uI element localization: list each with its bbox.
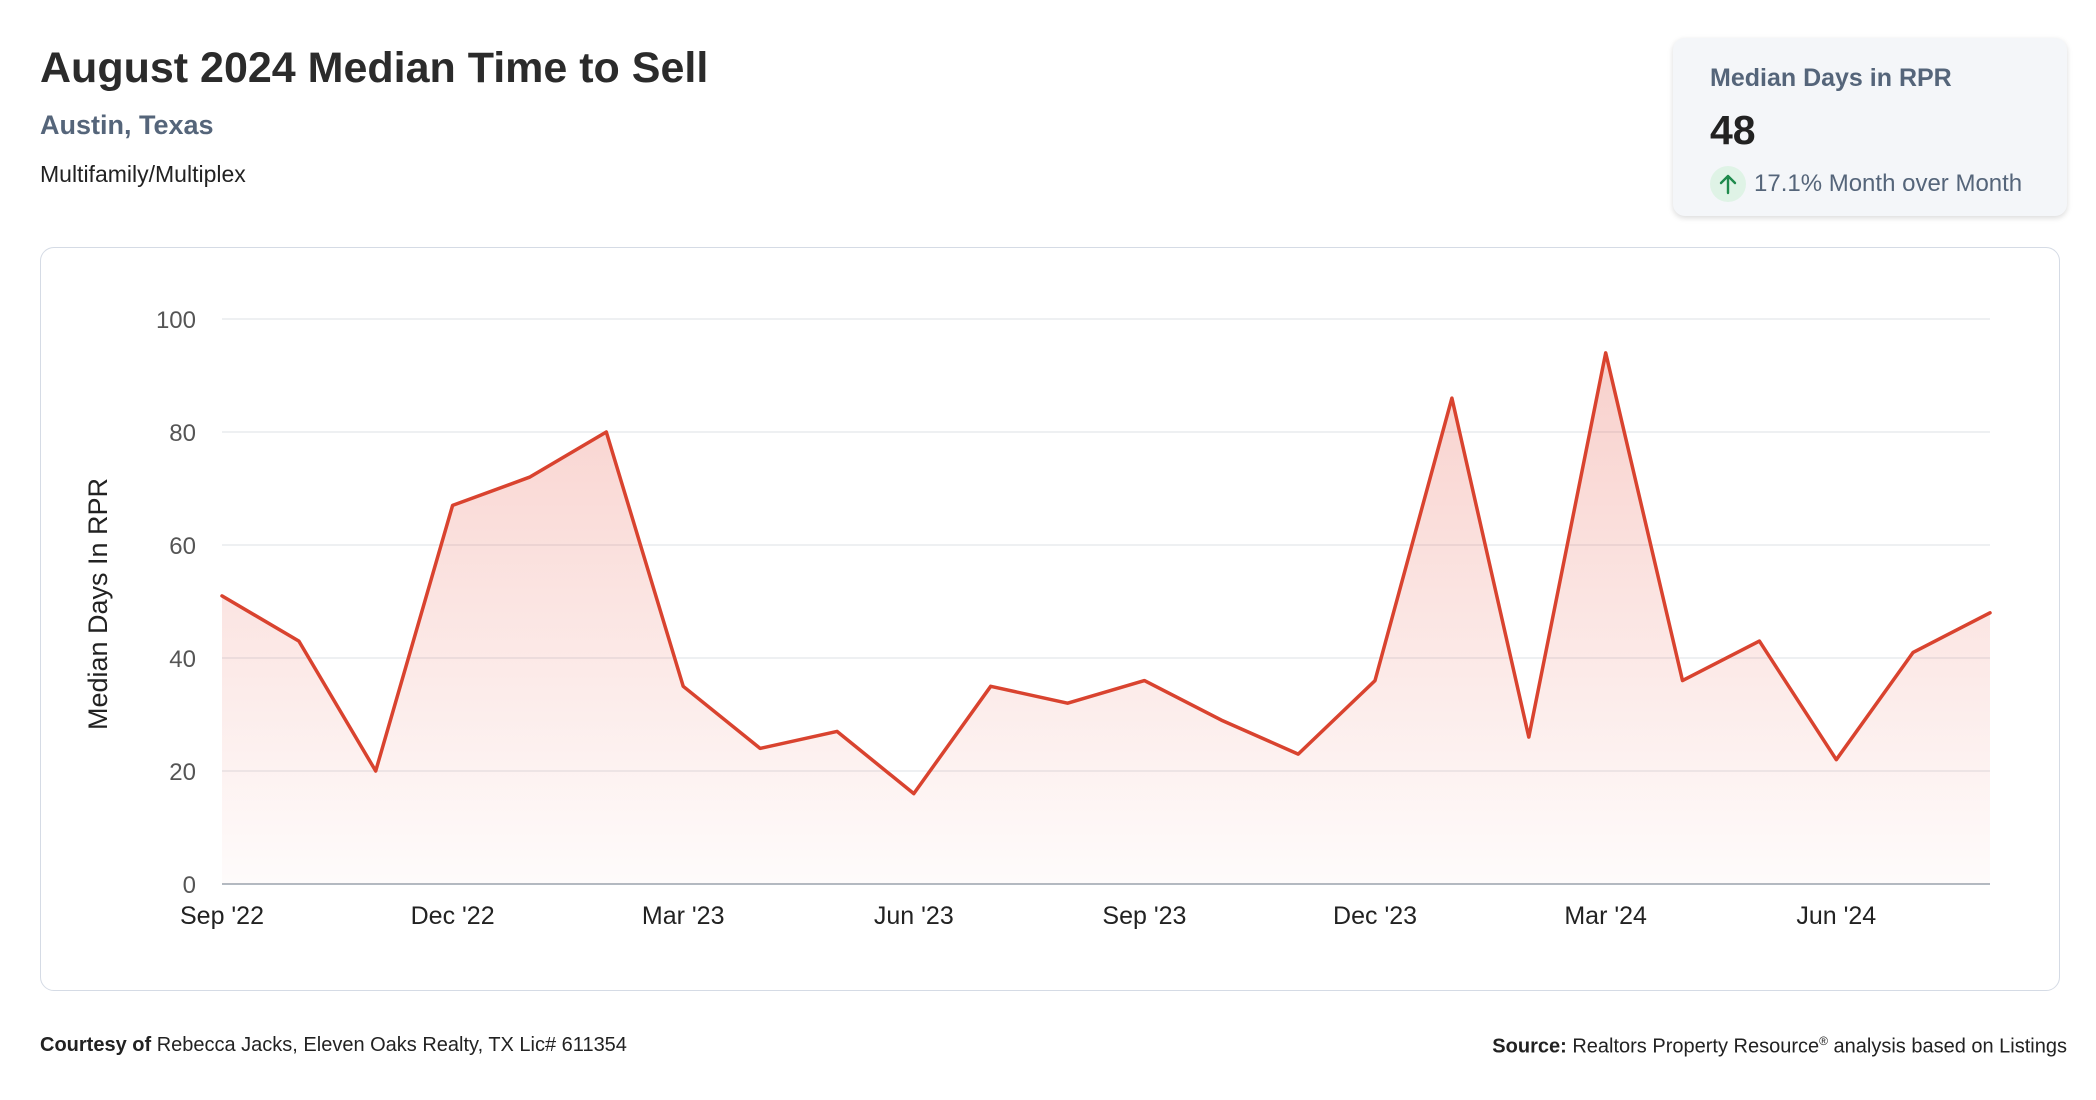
registered-mark: ®: [1819, 1034, 1828, 1048]
courtesy-label: Courtesy of: [40, 1034, 152, 1056]
stat-label: Median Days in RPR: [1710, 64, 1952, 92]
x-tick-label: Sep '22: [180, 902, 264, 930]
x-tick-label: Dec '22: [411, 902, 495, 930]
series-area: [222, 352, 1990, 884]
y-tick-label: 20: [169, 759, 196, 786]
x-tick-label: Dec '23: [1333, 902, 1417, 930]
courtesy-footer: Courtesy of Rebecca Jacks, Eleven Oaks R…: [40, 1034, 627, 1057]
x-tick-label: Mar '24: [1564, 902, 1647, 930]
arrow-up-icon: [1710, 166, 1746, 202]
y-tick-label: 40: [169, 646, 196, 673]
x-tick-label: Sep '23: [1102, 902, 1186, 930]
source-suffix: analysis based on Listings: [1833, 1035, 2067, 1058]
location-label: Austin, Texas: [40, 110, 214, 140]
y-tick-label: 100: [156, 307, 196, 334]
source-footer: Source: Realtors Property Resource® anal…: [1492, 1034, 2067, 1059]
chart-container: 0 20 40 60 80 100 Sep '22 Dec '22 Mar '23 Jun '23…: [40, 247, 2060, 991]
source-label: Source:: [1492, 1035, 1567, 1058]
courtesy-text: Rebecca Jacks, Eleven Oaks Realty, TX Li…: [156, 1034, 627, 1056]
median-days-card: Median Days in RPR 48 17.1% Month over M…: [1673, 38, 2067, 216]
page-title: August 2024 Median Time to Sell: [40, 44, 709, 92]
series-line: [220, 351, 1992, 796]
y-tick-label: 60: [169, 533, 196, 560]
x-tick-label: Jun '23: [874, 902, 954, 930]
y-axis-label: Median Days In RPR: [83, 478, 113, 730]
x-tick-label: Mar '23: [642, 902, 725, 930]
property-type-label: Multifamily/Multiplex: [40, 161, 246, 187]
x-tick-label: Jun '24: [1796, 902, 1876, 930]
stat-change: 17.1% Month over Month: [1710, 166, 2067, 202]
stat-change-text: 17.1% Month over Month: [1754, 170, 2023, 197]
stat-value: 48: [1710, 107, 1756, 153]
y-tick-label: 80: [169, 420, 196, 447]
y-tick-label: 0: [183, 872, 196, 899]
source-text: Realtors Property Resource: [1572, 1035, 1820, 1058]
median-days-chart: 0 20 40 60 80 100 Sep '22 Dec '22 Mar '23 Jun '23…: [83, 307, 1992, 930]
